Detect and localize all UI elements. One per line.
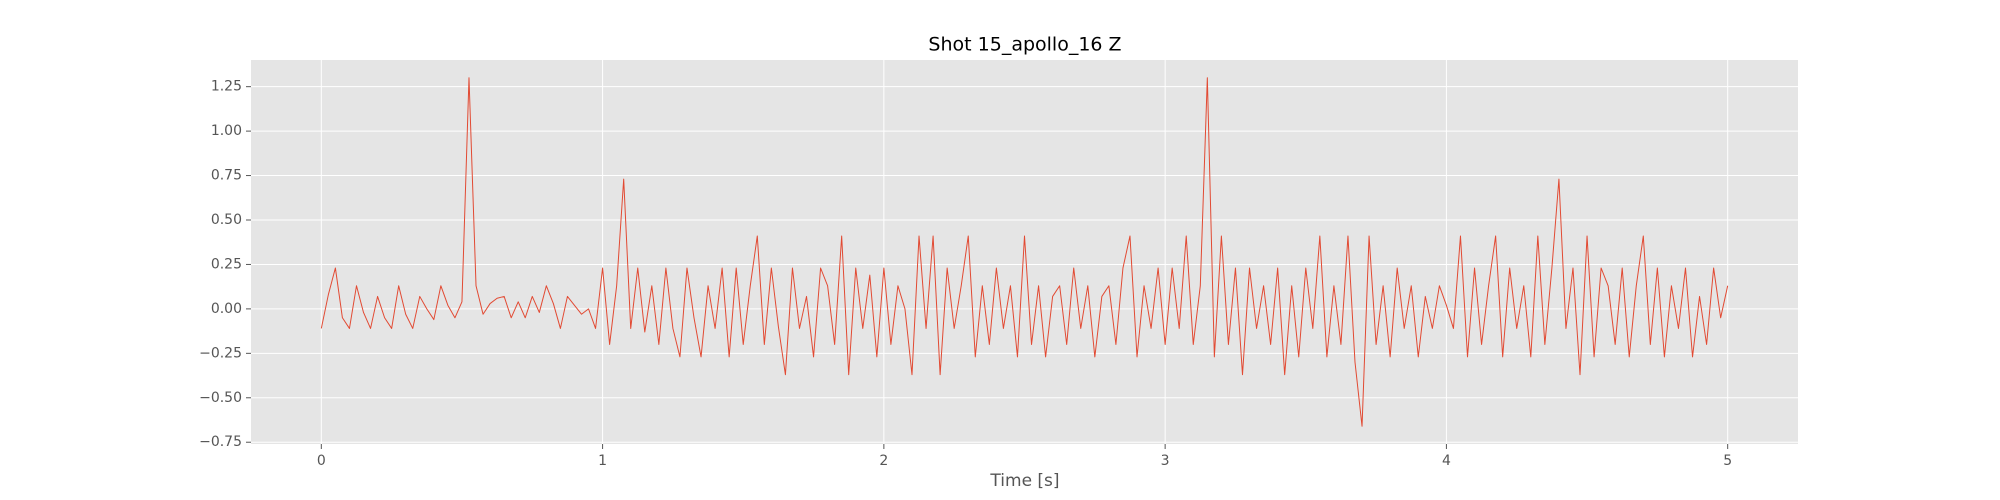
y-tick-label: 1.25: [211, 79, 242, 95]
plot-area: [251, 60, 1798, 444]
line-series: [320, 77, 1729, 427]
y-tick-label: 0.25: [211, 256, 242, 272]
x-tick-label: 0: [317, 453, 326, 469]
y-tick-label: 0.50: [211, 212, 242, 228]
y-tick-label: −0.25: [199, 345, 242, 361]
x-tick-label: 3: [1161, 453, 1170, 469]
x-tick-label: 1: [598, 453, 607, 469]
x-axis-label: Time [s]: [989, 471, 1059, 491]
y-tick-label: 0.00: [211, 301, 242, 317]
x-tick-label: 2: [879, 453, 888, 469]
y-tick-label: 1.00: [211, 123, 242, 139]
chart-title: Shot 15_apollo_16 Z: [928, 34, 1121, 56]
y-tick-label: −0.50: [199, 390, 242, 406]
y-tick-label: 0.75: [211, 168, 242, 184]
y-tick-label: −0.75: [199, 434, 242, 450]
x-tick-label: 4: [1442, 453, 1451, 469]
x-tick-label: 5: [1723, 453, 1732, 469]
